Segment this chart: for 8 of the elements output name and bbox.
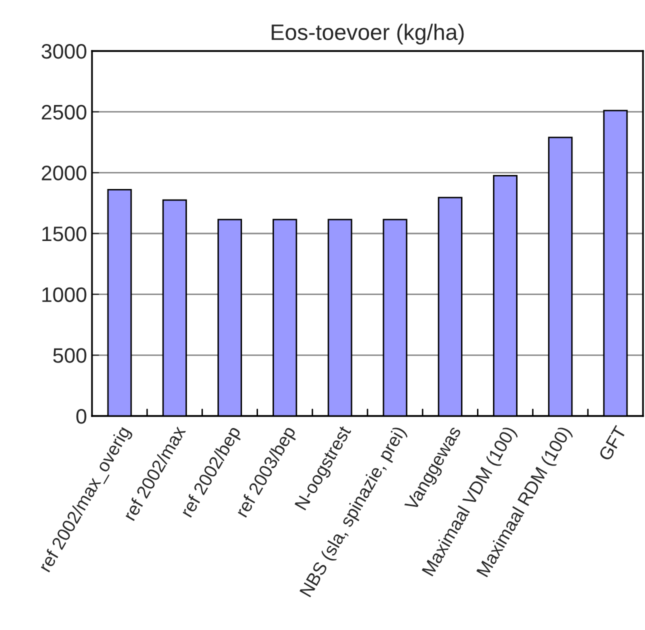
y-tick-label: 1000 — [42, 287, 86, 302]
y-tick-label: 0 — [76, 409, 86, 424]
y-tick-label: 2500 — [42, 104, 86, 120]
chart-title: Eos-toevoer (kg/ha) — [272, 24, 464, 44]
y-tick-label: 2000 — [42, 166, 86, 180]
y-tick-label: 1500 — [42, 226, 86, 242]
y-tick-label: 3000 — [42, 44, 86, 59]
y-tick-label: 500 — [53, 348, 86, 363]
